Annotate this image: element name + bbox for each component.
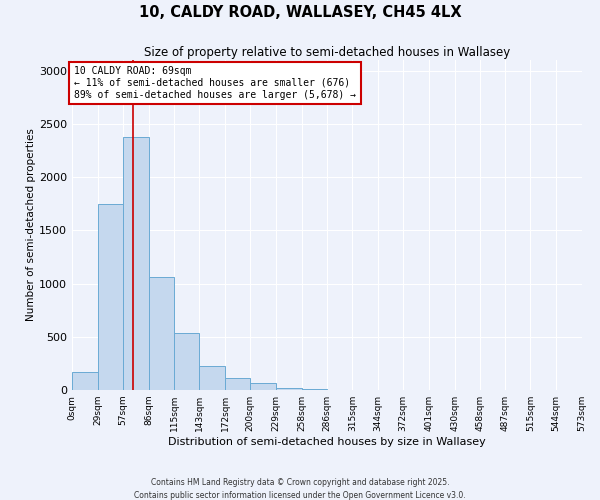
Bar [175,332,199,390]
Title: Size of property relative to semi-detached houses in Wallasey: Size of property relative to semi-detach… [144,46,510,59]
Y-axis label: Number of semi-detached properties: Number of semi-detached properties [26,128,36,322]
Text: Contains HM Land Registry data © Crown copyright and database right 2025.
Contai: Contains HM Land Registry data © Crown c… [134,478,466,500]
Bar [199,366,225,390]
Text: 10 CALDY ROAD: 69sqm
← 11% of semi-detached houses are smaller (676)
89% of semi: 10 CALDY ROAD: 69sqm ← 11% of semi-detac… [74,66,356,100]
Text: 10, CALDY ROAD, WALLASEY, CH45 4LX: 10, CALDY ROAD, WALLASEY, CH45 4LX [139,5,461,20]
Bar [123,136,149,390]
Bar [72,372,98,390]
Bar [225,378,250,390]
Bar [149,277,175,390]
Bar [250,383,276,390]
Bar [276,388,302,390]
X-axis label: Distribution of semi-detached houses by size in Wallasey: Distribution of semi-detached houses by … [168,437,486,447]
Bar [98,204,123,390]
